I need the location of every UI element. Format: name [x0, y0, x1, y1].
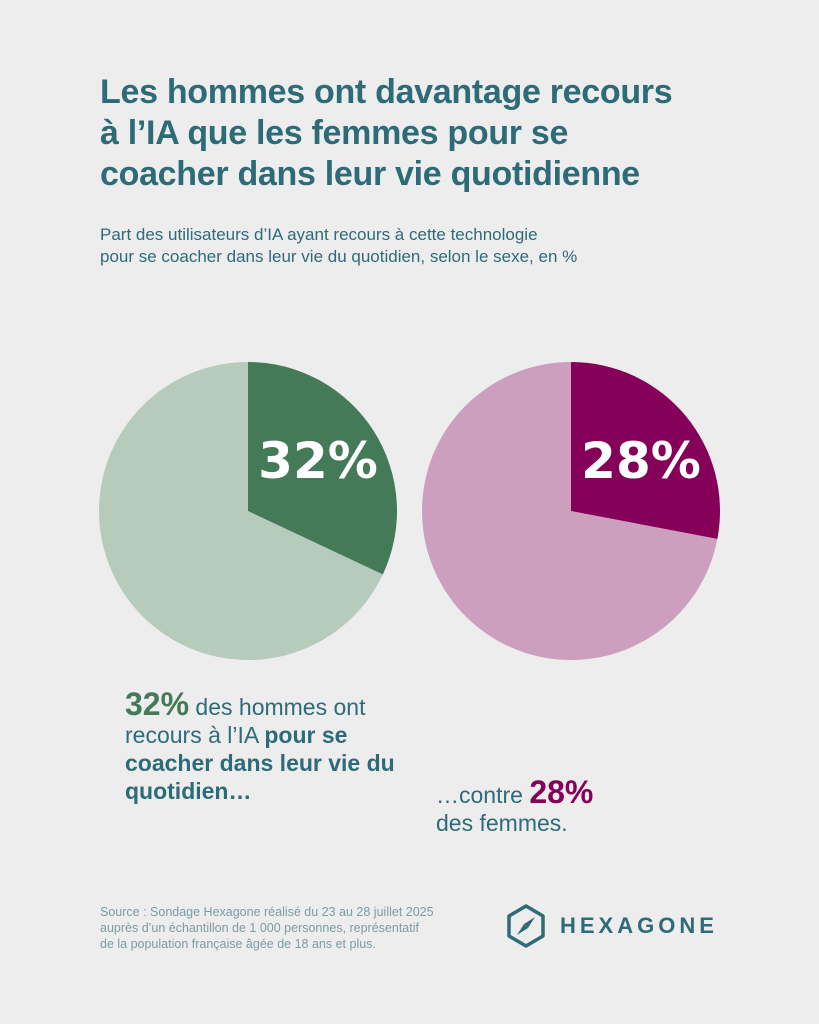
pie-slice-women-rest [421, 362, 718, 660]
pie-chart-women: 28% [421, 362, 720, 660]
caption-men-value: 32% [125, 686, 190, 722]
caption-men-bold: pour se coacher dans leur vie du quotidi… [125, 722, 395, 804]
subtitle-line-2: pour se coacher dans leur vie du quotidi… [100, 247, 578, 266]
source-line-2: auprès d’un échantillon de 1 000 personn… [100, 921, 419, 935]
subtitle-line-1: Part des utilisateurs d’IA ayant recours… [100, 225, 538, 244]
pie-slice-men-rest [99, 362, 383, 660]
caption-men-text: des hommes ont recours à l’IA [125, 694, 366, 748]
caption-women-suffix: des femmes. [436, 810, 568, 836]
source-note: Source : Sondage Hexagone réalisé du 23 … [100, 904, 490, 952]
pie-label-men: 32% [258, 432, 378, 490]
hexagone-logo: HEXAGONE [506, 904, 718, 948]
caption-women: …contre 28% des femmes. [436, 776, 736, 837]
pie-label-women: 28% [581, 432, 701, 490]
chart-subtitle: Part des utilisateurs d’IA ayant recours… [100, 224, 740, 268]
pie-chart-men: 32% [99, 362, 397, 660]
source-line-1: Source : Sondage Hexagone réalisé du 23 … [100, 905, 434, 919]
caption-women-value: 28% [529, 774, 594, 810]
source-line-3: de la population française âgée de 18 an… [100, 937, 376, 951]
logo-text: HEXAGONE [560, 913, 718, 938]
caption-men: 32% des hommes ont recours à l’IA pour s… [125, 688, 415, 805]
title-line-2: à l’IA que les femmes pour se [100, 114, 569, 152]
pie-slice-women-28 [571, 362, 720, 539]
caption-women-prefix: …contre [436, 782, 530, 808]
title-line-1: Les hommes ont davantage recours [100, 73, 673, 111]
hexagon-compass-icon [507, 904, 545, 948]
title-line-3: coacher dans leur vie quotidienne [100, 155, 640, 193]
pie-slice-men-32 [248, 362, 397, 575]
page-title: Les hommes ont davantage recours à l’IA … [100, 72, 740, 195]
